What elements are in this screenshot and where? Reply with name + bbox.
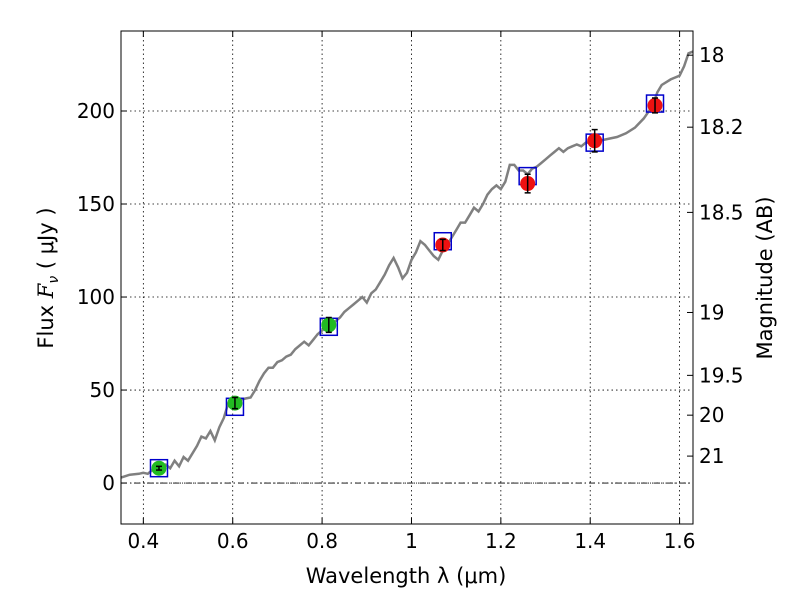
y-tick-label: 100: [77, 285, 115, 309]
grid-lines: [121, 31, 693, 524]
y-axis-label: Flux Fν ( μJy ): [34, 207, 62, 348]
x-tick-label: 0.8: [306, 529, 338, 553]
right-tick-label: 21: [699, 444, 724, 468]
y-axis-ticks: 0 50 100 150 200: [77, 99, 127, 495]
x-axis-ticks: 0.4 0.6 0.8 1 1.2 1.4 1.6: [127, 31, 696, 553]
x-tick-label: 1.4: [574, 529, 606, 553]
model-spectrum-line: [121, 50, 693, 479]
y-tick-label: 0: [102, 471, 115, 495]
plot-frame: [120, 30, 694, 525]
data-markers: [149, 94, 665, 478]
right-tick-label: 18.5: [699, 200, 744, 224]
x-tick-label: 1.6: [664, 529, 696, 553]
right-tick-label: 18: [699, 43, 724, 67]
right-tick-label: 19.5: [699, 363, 744, 387]
right-axis-ticks: 18 18.2 18.5 19 19.5 20 21: [687, 43, 744, 468]
x-tick-label: 1.2: [485, 529, 517, 553]
right-tick-label: 18.2: [699, 115, 744, 139]
x-tick-label: 1: [405, 529, 418, 553]
y-tick-label: 50: [90, 378, 115, 402]
y-tick-label: 200: [77, 99, 115, 123]
right-axis-label: Magnitude (AB): [753, 196, 777, 359]
x-tick-label: 0.4: [127, 529, 159, 553]
y-tick-label: 150: [77, 192, 115, 216]
x-axis-label: Wavelength λ (μm): [306, 564, 507, 588]
right-tick-label: 19: [699, 300, 724, 324]
right-tick-label: 20: [699, 403, 724, 427]
model-photometry-square: [149, 458, 169, 478]
x-tick-label: 0.6: [217, 529, 249, 553]
